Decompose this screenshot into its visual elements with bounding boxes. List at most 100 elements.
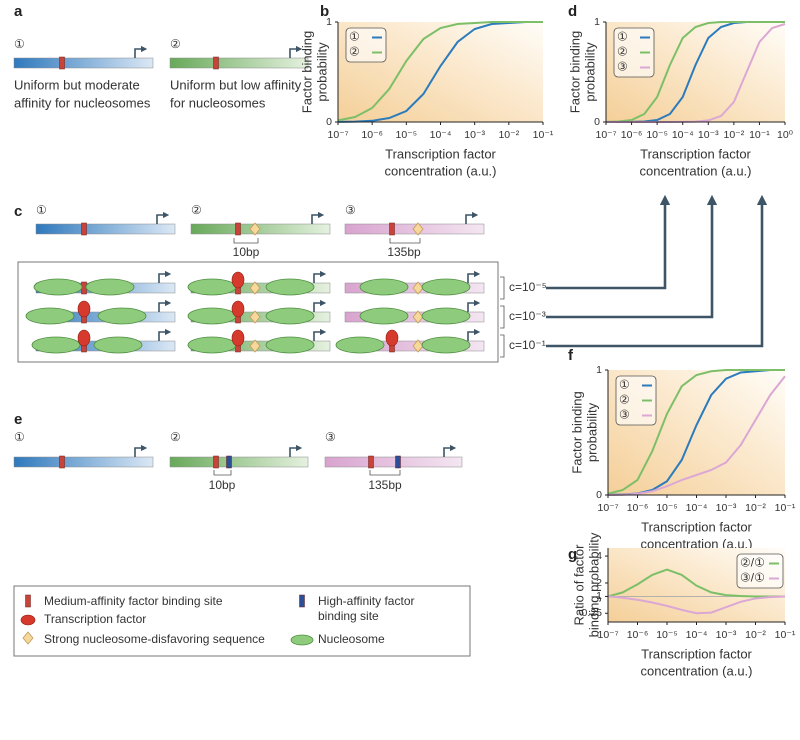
spacing-bracket	[233, 238, 259, 244]
nucleosome	[25, 307, 75, 325]
transcription-factor	[77, 329, 91, 347]
series-line	[607, 568, 785, 598]
x-axis-title: concentration (a.u.)	[640, 536, 752, 551]
y-axis-title: Factor binding	[567, 31, 582, 113]
spacing-label: 10bp	[209, 478, 236, 492]
x-tick-label: 10⁻¹	[533, 129, 554, 141]
disfavoring-sequence	[22, 631, 34, 645]
y-axis-title: probability	[584, 402, 599, 462]
promoter-arrow	[465, 211, 479, 224]
promoter-arrow	[467, 299, 481, 312]
binding-site	[389, 222, 395, 236]
promoter-arrow	[158, 270, 172, 283]
binding-site	[226, 455, 232, 469]
nucleosome	[93, 336, 143, 354]
y-tick-label: 2	[596, 577, 602, 589]
series-line	[337, 21, 543, 122]
x-tick-label: 10⁻²	[745, 502, 766, 514]
x-tick-label: 10⁻⁴	[672, 129, 694, 141]
legend-label: ③/①	[740, 571, 765, 585]
legend-label: ①	[619, 378, 630, 392]
nucleosome	[265, 307, 315, 325]
key-text: Strong nucleosome-disfavoring sequence	[44, 632, 265, 646]
disfavoring-sequence	[412, 222, 424, 236]
panel-label: c	[14, 203, 22, 220]
caption: affinity for nucleosomes	[14, 95, 151, 110]
legend-label: ③	[619, 408, 630, 422]
dna-construct	[35, 223, 176, 235]
state-bracket	[500, 305, 505, 329]
nucleosome	[421, 307, 471, 325]
y-tick-label: 4	[596, 550, 602, 562]
promoter-arrow	[156, 211, 170, 224]
x-tick-label: 10⁻⁷	[327, 129, 348, 141]
binding-site	[59, 455, 65, 469]
x-tick-label: 10⁻³	[464, 129, 485, 141]
dna-construct	[169, 456, 309, 468]
x-tick-label: 10⁻⁵	[656, 502, 678, 514]
promoter-arrow	[158, 328, 172, 341]
y-tick-label: -0.25	[578, 607, 602, 619]
spacing-bracket	[389, 238, 421, 244]
legend-label: ②	[617, 45, 628, 59]
binding-site	[235, 222, 241, 236]
nucleosome	[97, 307, 147, 325]
concentration-label: c=10⁻¹	[509, 338, 546, 352]
x-tick-label: 10⁻²	[498, 129, 519, 141]
binding-site	[299, 594, 305, 608]
nucleosome	[359, 278, 409, 296]
nucleosome	[85, 278, 135, 296]
x-tick-label: 10⁰	[777, 129, 794, 141]
x-tick-label: 10⁻¹	[775, 502, 796, 514]
legend-label: ②	[349, 45, 360, 59]
construct-symbol: ②	[170, 430, 181, 444]
promoter-arrow	[134, 444, 148, 457]
y-axis-title: probability	[582, 42, 597, 102]
nucleosome	[33, 278, 83, 296]
transcription-factor	[231, 329, 245, 347]
series-line	[607, 369, 785, 495]
nucleosome	[265, 336, 315, 354]
y-axis-title: Factor binding	[299, 31, 314, 113]
x-axis-title: Transcription factor	[641, 519, 752, 534]
disfavoring-sequence	[412, 310, 424, 324]
promoter-arrow	[313, 328, 327, 341]
x-tick-label: 10⁻¹	[775, 629, 796, 641]
promoter-arrow	[289, 45, 303, 58]
x-tick-label: 10⁻²	[745, 629, 766, 641]
x-tick-label: 10⁻⁴	[686, 629, 708, 641]
state-bracket	[500, 334, 505, 358]
promoter-arrow	[313, 299, 327, 312]
x-tick-label: 10⁻⁵	[656, 629, 678, 641]
y-tick-label: 0	[594, 116, 600, 128]
spacing-bracket	[369, 470, 401, 476]
transcription-factor	[20, 614, 36, 626]
legend-label: ③	[617, 60, 628, 74]
y-axis-title: binding probability	[586, 532, 601, 637]
disfavoring-sequence	[412, 281, 424, 295]
construct-symbol: ①	[36, 203, 47, 217]
nucleosome	[335, 336, 385, 354]
key-text: Transcription factor	[44, 612, 146, 626]
dna-construct	[169, 57, 309, 69]
x-tick-label: 10⁻⁷	[595, 129, 616, 141]
link-arrow	[546, 194, 768, 348]
x-axis-title: concentration (a.u.)	[384, 163, 496, 178]
state-box	[17, 261, 499, 363]
y-axis-title: Ratio of factor	[571, 544, 586, 626]
transcription-factor	[231, 271, 245, 289]
panel-label: e	[14, 411, 22, 428]
panel-label: d	[568, 3, 577, 20]
nucleosome	[31, 336, 81, 354]
key-text: Nucleosome	[318, 632, 385, 646]
binding-site	[368, 455, 374, 469]
x-tick-label: 10⁻⁶	[627, 502, 649, 514]
caption: Uniform but low affinity	[170, 77, 302, 92]
link-arrow	[546, 194, 671, 290]
x-tick-label: 10⁻⁵	[646, 129, 668, 141]
x-tick-label: 10⁻⁶	[627, 629, 649, 641]
binding-site	[213, 56, 219, 70]
y-tick-label: 1	[326, 16, 332, 28]
x-tick-label: 10⁻¹	[749, 129, 770, 141]
spacing-label: 135bp	[387, 245, 421, 259]
